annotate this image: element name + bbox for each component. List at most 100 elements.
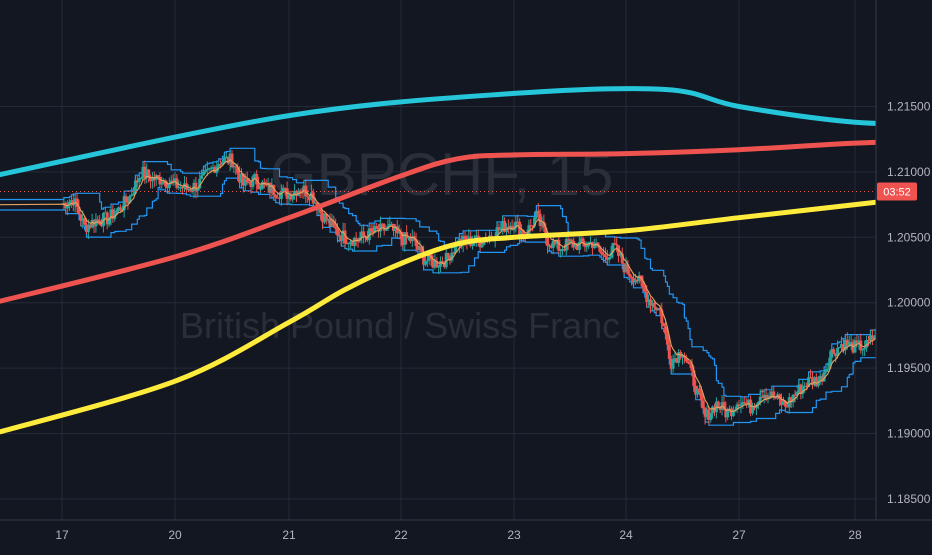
candle-body <box>202 171 205 176</box>
candle-body <box>226 156 230 164</box>
candle-body <box>585 246 589 248</box>
candle-body <box>506 226 510 229</box>
candle-body <box>495 227 499 239</box>
candle-body <box>375 226 379 229</box>
candle-body <box>143 166 147 178</box>
candle-body <box>224 156 228 158</box>
y-tick-label: 1.19000 <box>887 427 931 441</box>
candle-body <box>600 251 604 255</box>
x-tick-label: 24 <box>619 528 633 542</box>
candle-body <box>360 231 364 238</box>
candle-body <box>735 404 739 410</box>
candle-body <box>546 237 550 246</box>
candle-body <box>671 359 675 369</box>
candle-body <box>425 260 429 262</box>
candle-body <box>807 377 811 387</box>
candle-body <box>737 404 741 406</box>
candle-body <box>371 231 375 233</box>
candle-body <box>726 411 730 418</box>
candle-body <box>88 224 92 228</box>
candle-body <box>122 196 126 211</box>
candle-body <box>105 212 109 225</box>
candle-body <box>542 221 546 228</box>
candle-body <box>83 218 87 225</box>
watermark-title: GBPCHF, 15 <box>270 141 613 208</box>
candle-body <box>562 249 566 251</box>
candle-body <box>624 264 628 273</box>
candle-body <box>347 242 351 244</box>
candle-body <box>770 391 774 398</box>
candle-body <box>309 192 313 201</box>
candle-body <box>260 181 264 189</box>
candle-body <box>501 221 505 228</box>
candle-body <box>849 342 853 344</box>
candle-body <box>568 239 572 243</box>
candle-body <box>401 239 405 245</box>
candle-body <box>306 196 310 198</box>
candle-body <box>380 223 384 225</box>
candle-body <box>662 323 666 327</box>
candle-body <box>561 249 565 251</box>
candle-body <box>165 186 169 188</box>
candle-body <box>198 178 202 189</box>
candle-body <box>378 223 382 232</box>
candle-body <box>200 175 204 179</box>
candle-body <box>150 176 154 182</box>
candle-body <box>149 176 153 182</box>
candle-body <box>77 207 81 215</box>
candle-body <box>574 243 578 248</box>
candle-body <box>167 183 171 188</box>
candle-body <box>211 167 215 169</box>
candle-body <box>696 388 700 395</box>
candle-body <box>283 188 287 190</box>
candle-body <box>559 249 563 251</box>
x-tick-label: 21 <box>282 528 296 542</box>
candle-body <box>209 167 213 169</box>
candle-body <box>843 339 847 351</box>
candle-body <box>130 195 134 197</box>
candle-body <box>289 194 293 200</box>
candle-body <box>345 243 349 245</box>
candle-body <box>810 378 814 386</box>
candle-body <box>722 402 726 410</box>
candle-body <box>221 161 224 165</box>
candle-body <box>103 212 107 214</box>
candle-body <box>647 299 651 302</box>
candle-body <box>764 394 768 400</box>
candle-body <box>805 385 809 387</box>
candle-body <box>797 384 801 393</box>
last-price-label: 03:52 <box>877 182 917 201</box>
candle-body <box>665 333 669 345</box>
candle-body <box>785 406 789 408</box>
candle-body <box>760 396 764 398</box>
candle-body <box>337 235 341 237</box>
candle-body <box>697 388 701 393</box>
candle-body <box>673 358 677 360</box>
candle-body <box>766 395 770 400</box>
candle-body <box>293 191 297 196</box>
candle-body <box>783 401 787 407</box>
candle-body <box>336 228 340 236</box>
candle-body <box>179 186 183 188</box>
x-tick-label: 27 <box>732 528 746 542</box>
candle-body <box>117 207 120 211</box>
candle-body <box>109 209 113 219</box>
candle-body <box>354 238 358 241</box>
candle-body <box>519 230 523 236</box>
candle-body <box>534 210 538 218</box>
x-tick-label: 23 <box>507 528 521 542</box>
candle-body <box>217 164 221 167</box>
candle-body <box>213 167 217 173</box>
candle-body <box>442 263 446 268</box>
candle-body <box>731 410 735 417</box>
x-tick-label: 20 <box>168 528 182 542</box>
grid <box>0 0 876 520</box>
candle-body <box>410 236 414 242</box>
candle-body <box>863 347 867 350</box>
candle-body <box>135 180 139 183</box>
candle-body <box>234 166 238 168</box>
candle-body <box>408 237 412 242</box>
candle-body <box>828 357 832 369</box>
candle-body <box>613 243 617 245</box>
candle-body <box>435 260 439 268</box>
